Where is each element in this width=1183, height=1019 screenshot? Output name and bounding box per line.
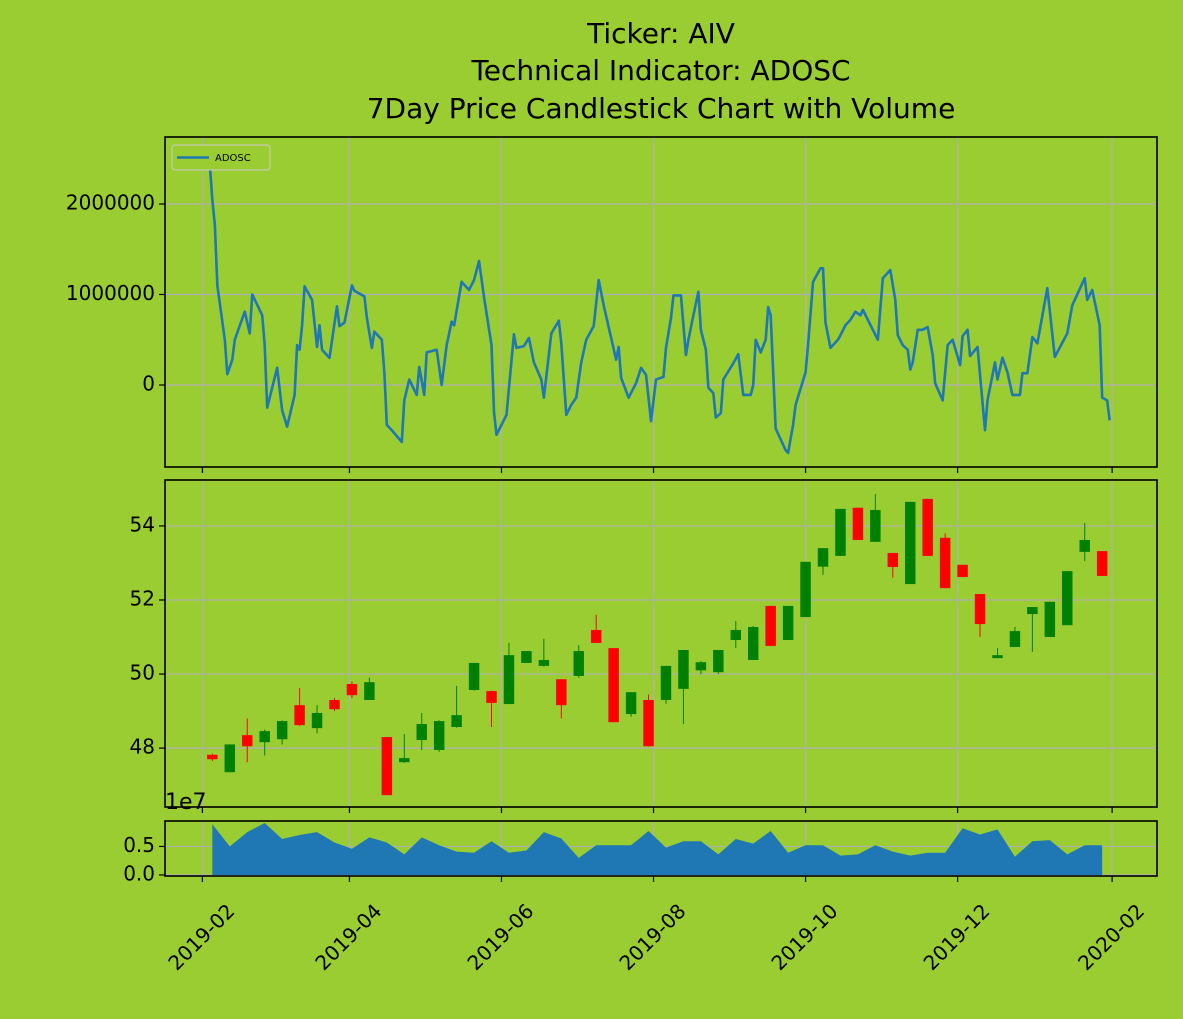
- candle-body: [1027, 607, 1038, 615]
- candle-body: [329, 699, 340, 710]
- candle-body: [713, 649, 724, 673]
- title-line: 7Day Price Candlestick Chart with Volume: [367, 92, 956, 125]
- candle-body: [660, 665, 672, 700]
- candle-body: [399, 758, 410, 763]
- candle-body: [608, 648, 619, 723]
- candle-body: [573, 651, 584, 676]
- plot-background: [165, 137, 1157, 467]
- plot-frame: [164, 479, 1158, 808]
- candle-body: [817, 548, 829, 567]
- indicator-line: [208, 164, 1111, 455]
- y-tick-label: 54: [130, 512, 155, 536]
- candle-body: [800, 561, 811, 618]
- candle-body: [364, 682, 375, 700]
- candle-body: [835, 508, 846, 556]
- y-tick-label: 0: [142, 371, 155, 395]
- candle-body: [416, 724, 427, 740]
- candle-body: [643, 699, 654, 747]
- candle-body: [433, 721, 445, 750]
- candle-body: [765, 605, 776, 646]
- candle-body: [521, 651, 532, 663]
- candle-body: [259, 731, 270, 743]
- candle-body: [730, 629, 742, 640]
- candle-body: [346, 684, 358, 696]
- legend-label: ADOSC: [215, 153, 251, 164]
- candle-body: [381, 737, 393, 796]
- candle-body: [294, 705, 305, 726]
- candle-body: [678, 649, 689, 689]
- candle-body: [695, 662, 707, 671]
- candle-body: [207, 754, 218, 760]
- candle-body: [782, 605, 794, 640]
- candle-body: [1009, 631, 1021, 648]
- y-tick-label: 0.0: [123, 861, 155, 885]
- candle-body: [747, 627, 759, 660]
- candle-body: [468, 662, 480, 690]
- candle-body: [625, 692, 637, 715]
- plot-frame: [164, 136, 1158, 468]
- candle-body: [276, 721, 288, 740]
- plot-area: [165, 821, 1157, 876]
- y-tick-label: 2000000: [66, 190, 155, 214]
- candle-body: [957, 564, 968, 578]
- candle-body: [922, 498, 933, 556]
- y-tick-label: 50: [130, 661, 155, 685]
- y-tick-label: 0.5: [123, 833, 155, 857]
- candle-body: [311, 712, 323, 729]
- candle-body: [1044, 601, 1056, 638]
- candle-body: [992, 655, 1003, 659]
- candle-body: [451, 715, 462, 728]
- y-tick-label: 52: [130, 586, 155, 610]
- candle-body: [852, 507, 864, 540]
- candle-body: [974, 594, 986, 625]
- candle-body: [887, 552, 899, 568]
- candle-body: [590, 629, 602, 643]
- title-line: Technical Indicator: ADOSC: [470, 54, 850, 87]
- candle-body: [870, 509, 881, 542]
- candle-body: [242, 735, 253, 747]
- candle-body: [503, 655, 515, 705]
- candle-body: [1079, 539, 1090, 552]
- candle-body: [939, 537, 951, 589]
- y-tick-label: 48: [130, 735, 155, 759]
- plot-area: [165, 480, 1157, 807]
- candle-body: [556, 679, 567, 706]
- plot-area: [165, 137, 1157, 467]
- candle-body: [905, 501, 916, 585]
- plot-background: [165, 480, 1157, 807]
- candle-body: [1096, 551, 1108, 576]
- candle-body: [1062, 571, 1073, 626]
- plot-frame: [164, 820, 1158, 877]
- candle-body: [538, 659, 550, 666]
- y-tick-label: 1000000: [66, 281, 155, 305]
- axis-offset-text: 1e7: [165, 790, 207, 815]
- candle-body: [224, 744, 236, 773]
- candle-body: [486, 691, 497, 703]
- legend-box: [171, 144, 271, 171]
- volume-area: [212, 823, 1103, 875]
- title-line: Ticker: AIV: [586, 17, 735, 50]
